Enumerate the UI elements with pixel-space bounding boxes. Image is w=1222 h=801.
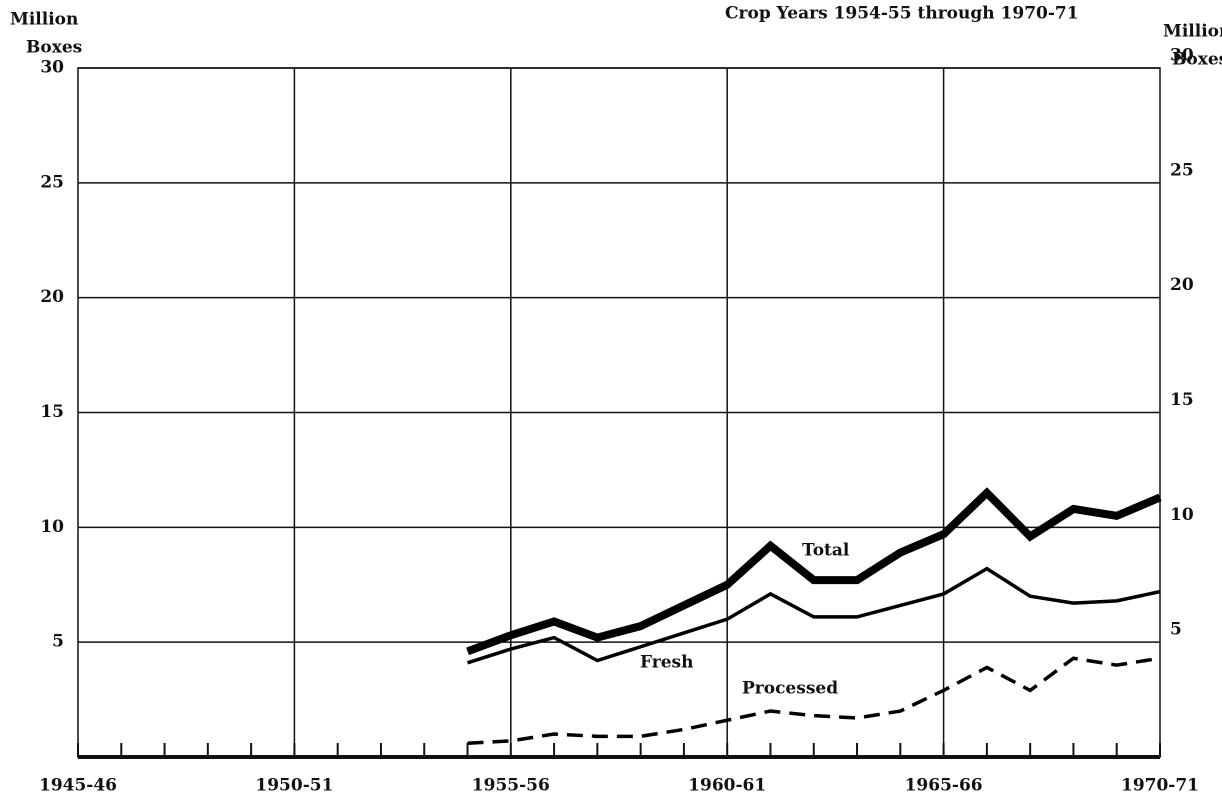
y-tick-label: 10 xyxy=(40,517,64,537)
x-tick-label: 1945-46 xyxy=(39,776,117,796)
y-axis-label: Million xyxy=(10,10,78,30)
y2-tick-label: 20 xyxy=(1170,275,1194,295)
x-tick-label: 1970-71 xyxy=(1121,776,1199,796)
series-label: Processed xyxy=(742,679,838,699)
series-line xyxy=(466,487,1162,656)
x-tick-label: 1965-66 xyxy=(905,776,983,796)
y2-tick-label: 10 xyxy=(1170,505,1194,525)
y-tick-label: 15 xyxy=(40,402,64,422)
series-line xyxy=(466,566,1161,665)
y2-axis-label: Boxes xyxy=(1172,50,1222,70)
x-tick-label: 1950-51 xyxy=(255,776,333,796)
y2-tick-label: 5 xyxy=(1170,620,1182,640)
y-axis-label: Boxes xyxy=(26,38,82,58)
y2-tick-label: 15 xyxy=(1170,390,1194,410)
y-tick-label: 30 xyxy=(40,58,64,78)
x-tick-label: 1960-61 xyxy=(688,776,766,796)
y2-axis-label: Million xyxy=(1163,22,1222,42)
series-label: Total xyxy=(802,541,850,561)
chart-title: Crop Years 1954-55 through 1970-71 xyxy=(725,4,1079,24)
y-tick-label: 25 xyxy=(40,172,64,192)
series-label: Fresh xyxy=(640,653,693,673)
series-line xyxy=(467,656,1161,745)
y-tick-label: 5 xyxy=(52,632,64,652)
y2-tick-label: 25 xyxy=(1170,160,1194,180)
y2-tick-label: 30 xyxy=(1170,46,1194,66)
x-tick-label: 1955-56 xyxy=(472,776,550,796)
y-tick-label: 20 xyxy=(40,287,64,307)
